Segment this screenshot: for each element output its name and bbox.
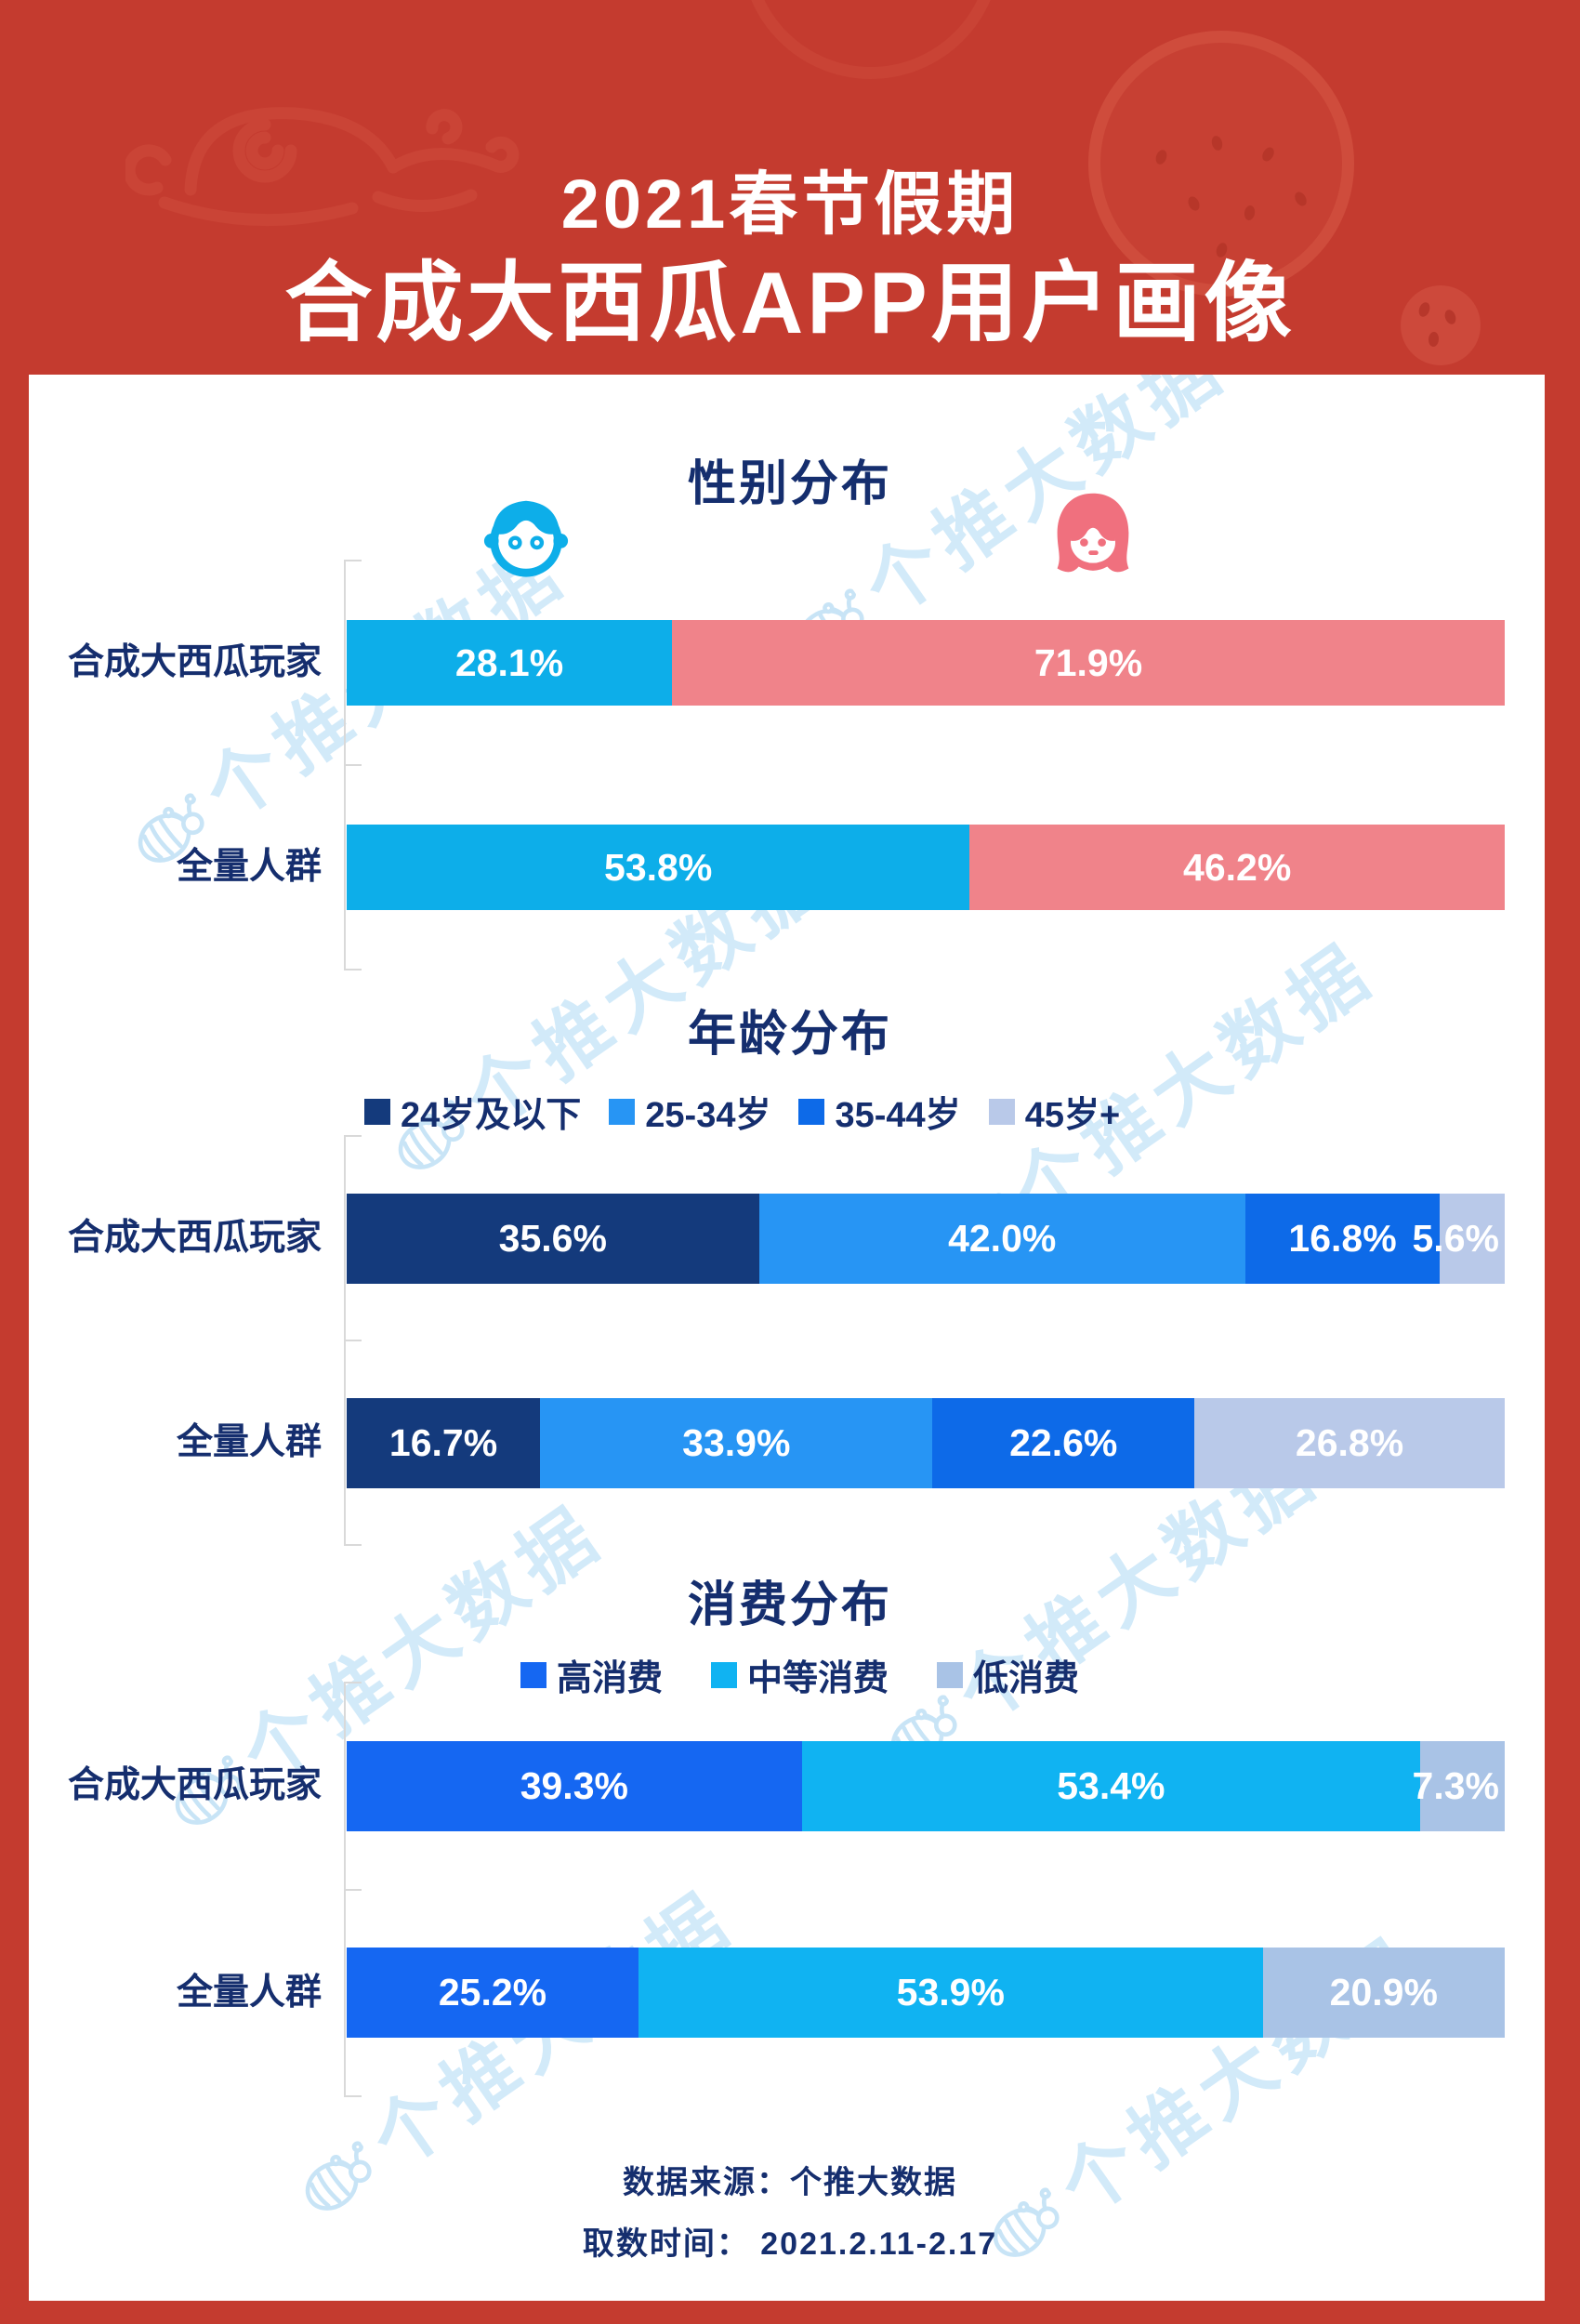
value-label: 20.9% xyxy=(1329,1971,1438,2014)
legend-item: 25-34岁 xyxy=(609,1086,770,1137)
axis-tick xyxy=(344,1135,362,1137)
gender-chart: 合成大西瓜玩家 28.1% 71.9% 全量人群 53.8% 46.2% xyxy=(68,560,1505,971)
consumption-section-title: 消费分布 xyxy=(687,1578,892,1632)
legend-label: 中等消费 xyxy=(747,1659,889,1698)
value-label: 46.2% xyxy=(1183,845,1292,889)
bar-row: 25.2% 53.9% 20.9% xyxy=(347,1948,1505,2039)
category-label: 全量人群 xyxy=(176,1972,322,2013)
bar-segment: 7.3% xyxy=(1413,1740,1505,1831)
consumption-legend: 高消费 中等消费 低消费 xyxy=(520,1649,1079,1700)
value-label: 39.3% xyxy=(520,1763,628,1807)
axis-tick xyxy=(344,560,362,561)
legend-label: 高消费 xyxy=(557,1659,664,1698)
bar-segment: 71.9% xyxy=(672,620,1505,706)
age-chart: 合成大西瓜玩家 35.6% 42.0% 16.8% 5.6% 全量人群 16.7% 33.9%… xyxy=(68,1135,1505,1546)
value-label: 16.8% xyxy=(1288,1216,1397,1260)
legend-item: 高消费 xyxy=(520,1649,663,1700)
category-label: 合成大西瓜玩家 xyxy=(67,642,322,682)
value-label: 53.9% xyxy=(896,1971,1005,2014)
axis-tick xyxy=(344,1340,362,1341)
bar-row: 53.8% 46.2% xyxy=(347,825,1505,910)
legend-item: 低消费 xyxy=(937,1649,1079,1700)
axis-tick xyxy=(344,1682,362,1684)
data-source-note: 数据来源：个推大数据 xyxy=(623,2165,957,2200)
bar-segment: 25.2% xyxy=(347,1948,639,2039)
bar-segment: 53.8% xyxy=(347,825,970,910)
age-section-title: 年龄分布 xyxy=(687,1008,892,1062)
value-label: 33.9% xyxy=(682,1420,791,1464)
bar-segment: 46.2% xyxy=(969,825,1505,910)
age-legend: 24岁及以下 25-34岁 35-44岁 45岁+ xyxy=(364,1086,1120,1137)
consumption-chart: 合成大西瓜玩家 39.3% 53.4% 7.3% 全量人群 25.2% 53.9% 20.9% xyxy=(68,1682,1505,2097)
category-label: 合成大西瓜玩家 xyxy=(67,1218,322,1258)
bar-segment: 35.6% xyxy=(347,1193,759,1284)
poster-title-line2: 合成大西瓜APP用户画像 xyxy=(284,254,1296,351)
legend-swatch-icon xyxy=(609,1098,636,1125)
axis-tick xyxy=(344,1544,362,1546)
bar-segment: 33.9% xyxy=(540,1397,933,1488)
category-label: 合成大西瓜玩家 xyxy=(67,1765,322,1806)
legend-label: 低消费 xyxy=(973,1659,1080,1698)
value-label: 53.8% xyxy=(604,845,713,889)
bar-row: 35.6% 42.0% 16.8% 5.6% xyxy=(347,1193,1505,1284)
bar-row: 16.7% 33.9% 22.6% 26.8% xyxy=(347,1397,1505,1488)
axis-tick xyxy=(344,969,362,971)
axis-tick xyxy=(344,1888,362,1891)
legend-label: 25-34岁 xyxy=(645,1096,771,1135)
axis-tick xyxy=(344,2095,362,2097)
legend-label: 24岁及以下 xyxy=(401,1096,582,1135)
bar-segment: 16.7% xyxy=(347,1397,541,1488)
value-label: 26.8% xyxy=(1295,1420,1404,1464)
bar-segment: 53.9% xyxy=(638,1948,1263,2039)
cloud-icon xyxy=(125,107,520,227)
value-label: 42.0% xyxy=(948,1216,1057,1260)
legend-swatch-icon xyxy=(988,1098,1015,1125)
legend-swatch-icon xyxy=(520,1661,546,1688)
male-icon xyxy=(483,500,569,577)
legend-swatch-icon xyxy=(798,1098,825,1125)
legend-item: 45岁+ xyxy=(988,1086,1121,1137)
value-label: 25.2% xyxy=(438,1971,547,2014)
value-label: 7.3% xyxy=(1412,1763,1499,1807)
data-period-note: 取数时间： 2021.2.11-2.17 xyxy=(582,2226,998,2262)
legend-swatch-icon xyxy=(711,1661,738,1688)
value-label: 28.1% xyxy=(454,640,564,684)
bar-segment: 16.8% xyxy=(1244,1193,1441,1284)
legend-item: 中等消费 xyxy=(711,1649,889,1700)
bar-row: 28.1% 71.9% xyxy=(347,620,1505,706)
watermelon-small-icon xyxy=(1401,285,1481,365)
legend-item: 24岁及以下 xyxy=(364,1086,581,1137)
gender-section-title: 性别分布 xyxy=(687,457,892,511)
value-label: 22.6% xyxy=(1009,1420,1118,1464)
bar-segment: 53.4% xyxy=(801,1740,1421,1831)
value-label: 53.4% xyxy=(1057,1763,1165,1807)
bar-segment: 20.9% xyxy=(1262,1948,1505,2039)
value-label: 16.7% xyxy=(388,1420,498,1464)
value-label: 5.6% xyxy=(1412,1216,1499,1260)
category-label: 全量人群 xyxy=(176,847,322,887)
legend-swatch-icon xyxy=(364,1098,390,1125)
legend-label: 35-44岁 xyxy=(835,1096,961,1135)
bar-segment: 39.3% xyxy=(347,1740,802,1831)
circle-ring-decoration xyxy=(741,0,1001,79)
legend-swatch-icon xyxy=(937,1661,964,1688)
bar-row: 39.3% 53.4% 7.3% xyxy=(347,1740,1505,1831)
bar-segment: 22.6% xyxy=(932,1397,1195,1488)
axis-tick xyxy=(344,764,362,766)
legend-item: 35-44岁 xyxy=(798,1086,961,1137)
female-icon xyxy=(1057,493,1129,573)
category-label: 全量人群 xyxy=(176,1422,322,1462)
bar-segment: 5.6% xyxy=(1413,1193,1505,1284)
poster-title-line1: 2021春节假期 xyxy=(560,165,1020,243)
value-label: 35.6% xyxy=(498,1216,607,1260)
bar-segment: 42.0% xyxy=(758,1193,1245,1284)
value-label: 71.9% xyxy=(1034,640,1143,684)
bar-segment: 28.1% xyxy=(347,620,673,706)
bar-segment: 26.8% xyxy=(1194,1397,1505,1488)
legend-label: 45岁+ xyxy=(1024,1096,1121,1135)
